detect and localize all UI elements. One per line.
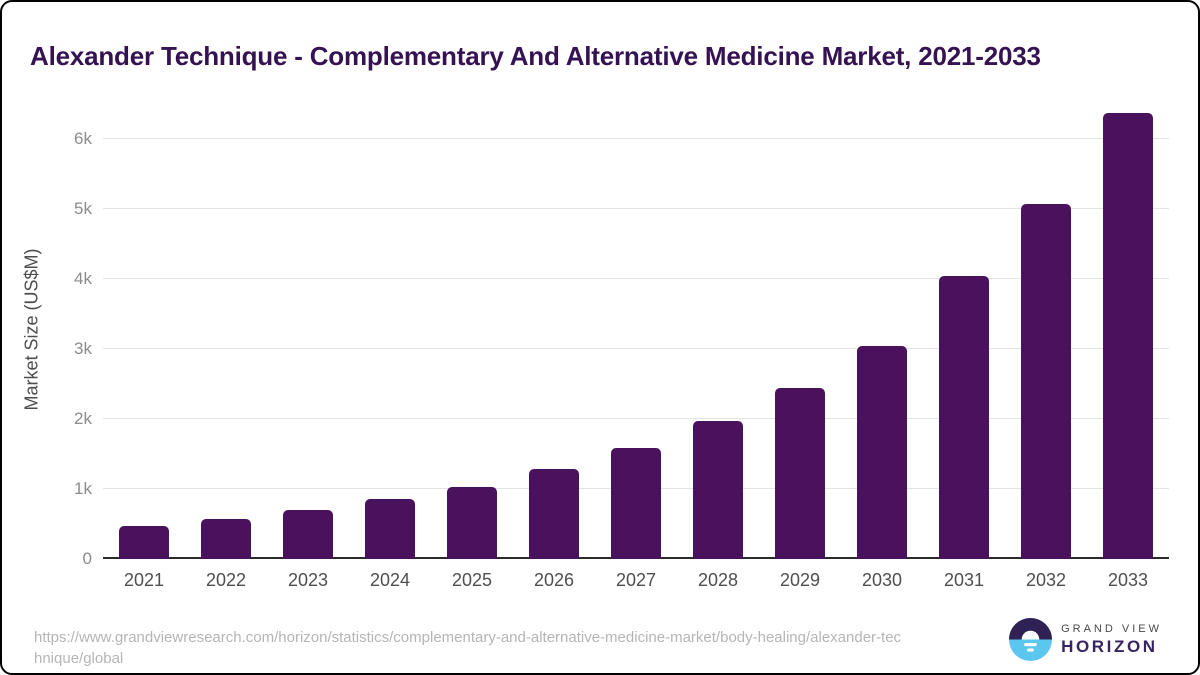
source-url-line-2: hnique/global: [34, 650, 124, 667]
x-tick-label-2023: 2023: [287, 570, 329, 590]
bar-2031: [939, 276, 989, 559]
bar-2023: [283, 510, 333, 559]
y-tick-label-6k: 6k: [74, 129, 92, 148]
gridline-4k: [103, 278, 1169, 279]
x-tick-label-2032: 2032: [1025, 570, 1067, 590]
x-tick-label-2033: 2033: [1107, 570, 1149, 590]
gridline-2k: [103, 418, 1169, 419]
bar-2030: [857, 346, 907, 559]
bar-2025: [447, 486, 497, 559]
x-tick-label-2022: 2022: [205, 570, 247, 590]
logo-brand-bottom: HORIZON: [1061, 636, 1158, 656]
y-tick-label-0: 0: [82, 549, 92, 568]
y-tick-label-5k: 5k: [74, 199, 92, 218]
x-tick-label-2025: 2025: [451, 570, 493, 590]
x-tick-label-2026: 2026: [533, 570, 575, 590]
logo-brand-top: GRAND VIEW: [1061, 622, 1162, 635]
bar-2027: [611, 448, 661, 559]
x-tick-label-2031: 2031: [943, 570, 985, 590]
logo-text: GRAND VIEW HORIZON: [1061, 623, 1162, 657]
bar-2032: [1021, 204, 1071, 559]
gridline-5k: [103, 208, 1169, 209]
y-axis-title-label: Market Size (US$M): [21, 248, 42, 411]
y-tick-label-3k: 3k: [74, 339, 92, 358]
bar-2021: [119, 526, 169, 559]
source-url-line-1: https://www.grandviewresearch.com/horizo…: [34, 629, 902, 646]
bar-2022: [201, 519, 251, 559]
bar-2033: [1103, 112, 1153, 559]
x-tick-label-2030: 2030: [861, 570, 903, 590]
y-tick-label-4k: 4k: [74, 269, 92, 288]
x-tick-label-2027: 2027: [615, 570, 657, 590]
bar-2026: [529, 469, 579, 559]
plot-area: 0 1k 2k 3k 4k 5k 6k 2021 2022 2023 2024 2025 2026 202…: [74, 100, 1169, 590]
gridline-6k: [103, 138, 1169, 139]
source-url: https://www.grandviewresearch.com/horizo…: [34, 627, 914, 669]
x-tick-label-2029: 2029: [779, 570, 821, 590]
bar-2028: [693, 421, 743, 559]
bar-2029: [775, 387, 825, 559]
y-tick-label-2k: 2k: [74, 409, 92, 428]
x-tick-label-2028: 2028: [697, 570, 739, 590]
grand-view-horizon-logo: GRAND VIEW HORIZON: [1009, 618, 1162, 661]
horizon-sun-icon: [1009, 618, 1053, 661]
y-axis-title: Market Size (US$M): [14, 100, 50, 559]
x-tick-label-2021: 2021: [123, 570, 165, 590]
gridline-3k: [103, 348, 1169, 349]
bar-2024: [365, 499, 415, 559]
y-tick-label-1k: 1k: [74, 479, 92, 498]
x-tick-label-2024: 2024: [369, 570, 411, 590]
chart-title: Alexander Technique - Complementary And …: [30, 41, 1041, 72]
